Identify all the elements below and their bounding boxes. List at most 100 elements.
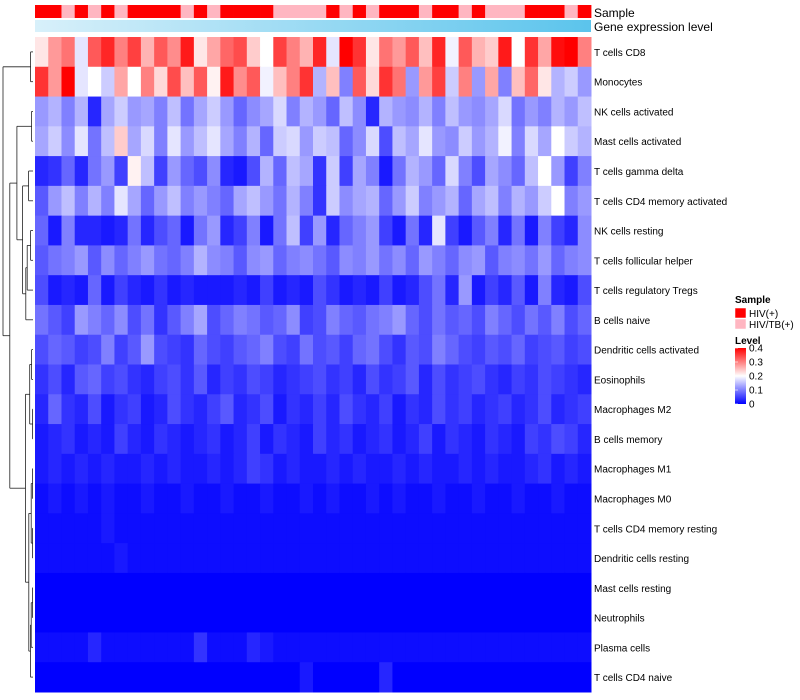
heatmap-cell: [193, 572, 208, 604]
heatmap-cell: [48, 424, 62, 455]
heatmap-cell: [35, 66, 49, 98]
heatmap-cell: [260, 215, 274, 246]
heatmap-cell: [167, 543, 182, 574]
heatmap-cell: [352, 394, 367, 425]
heatmap-cell: [154, 543, 168, 574]
heatmap-cell: [140, 572, 155, 604]
heatmap-cell: [246, 364, 261, 395]
heatmap-cell: [246, 453, 261, 485]
heatmap-cell: [551, 662, 566, 693]
heatmap-cell: [365, 66, 380, 98]
heatmap-cell: [101, 632, 115, 663]
heatmap-cell: [286, 572, 301, 604]
heatmap-cell: [233, 156, 248, 187]
heatmap-cell: [260, 156, 274, 187]
heatmap-cell: [418, 453, 433, 485]
heatmap-cell: [445, 572, 460, 604]
heatmap-cell: [564, 96, 579, 127]
heatmap-cell: [432, 394, 446, 425]
sample-cell: [233, 5, 248, 18]
heatmap-cell: [538, 334, 552, 365]
heatmap-cell: [246, 394, 261, 425]
heatmap-cell: [498, 543, 513, 574]
heatmap-cell: [286, 126, 301, 157]
heatmap-cell: [140, 126, 155, 157]
heatmap-cell: [87, 215, 102, 246]
heatmap-cell: [471, 483, 486, 514]
sample-cell: [458, 5, 473, 18]
heatmap-cell: [405, 543, 420, 574]
heatmap-cell: [564, 185, 579, 217]
heatmap-cell: [299, 245, 314, 276]
row-labels: T cells CD8 Monocytes NK cells activated Ma…: [594, 48, 727, 684]
heatmap-cell: [260, 275, 274, 306]
heatmap-cell: [233, 662, 248, 693]
heatmap-cell: [564, 66, 579, 98]
heatmap-cell: [207, 632, 221, 663]
heatmap-cell: [61, 245, 76, 276]
heatmap-cell: [313, 304, 327, 336]
heatmap-cell: [511, 364, 526, 395]
heatmap-cell: [114, 215, 129, 246]
heatmap-cell: [498, 304, 513, 336]
heatmap-cell: [445, 215, 460, 246]
heatmap-cell: [114, 37, 129, 68]
heatmap-cell: [352, 632, 367, 663]
heatmap-cell: [260, 66, 274, 98]
heatmap-cell: [260, 483, 274, 514]
level-tick-label: 0.4: [749, 344, 763, 355]
heatmap-cell: [418, 37, 433, 68]
heatmap-cell: [48, 185, 62, 217]
heatmap-cell: [35, 602, 49, 633]
heatmap-cell: [564, 364, 579, 395]
heatmap-cell: [61, 275, 76, 306]
heatmap-cell: [74, 304, 89, 336]
heatmap-cell: [260, 245, 274, 276]
heatmap-cell: [379, 602, 393, 633]
heatmap-cell: [379, 483, 393, 514]
heatmap-cell: [193, 126, 208, 157]
heatmap-cell: [564, 156, 579, 187]
heatmap-cell: [207, 185, 221, 217]
heatmap-cell: [246, 602, 261, 633]
heatmap-cell: [260, 126, 274, 157]
heatmap-cell: [405, 96, 420, 127]
heatmap-cell: [193, 453, 208, 485]
heatmap-cell: [233, 215, 248, 246]
heatmap-cell: [405, 126, 420, 157]
heatmap-cell: [220, 245, 235, 276]
heatmap-cell: [471, 275, 486, 306]
heatmap-cell: [273, 275, 288, 306]
heatmap-cell: [246, 304, 261, 336]
heatmap-cell: [167, 453, 182, 485]
heatmap-cell: [445, 334, 460, 365]
sample-cell: [286, 5, 301, 18]
sample-cell: [392, 5, 407, 18]
heatmap-cell: [418, 245, 433, 276]
heatmap-cell: [365, 424, 380, 455]
heatmap-cell: [458, 513, 473, 544]
heatmap-cell: [193, 275, 208, 306]
heatmap-cell: [392, 185, 407, 217]
heatmap-cell: [48, 662, 62, 693]
heatmap-cell: [418, 334, 433, 365]
heatmap-cell: [352, 483, 367, 514]
heatmap-cell: [432, 156, 446, 187]
heatmap-cell: [286, 185, 301, 217]
heatmap-cell: [87, 334, 102, 365]
heatmap-cell: [445, 513, 460, 544]
heatmap-cell: [471, 602, 486, 633]
heatmap-cell: [273, 602, 288, 633]
heatmap-cell: [485, 364, 499, 395]
heatmap-cell: [61, 334, 76, 365]
heatmap-cell: [207, 66, 221, 98]
heatmap-cell: [260, 364, 274, 395]
heatmap-cell: [432, 66, 446, 98]
sample-cell: [193, 5, 208, 18]
heatmap-cell: [101, 394, 115, 425]
heatmap-cell: [564, 543, 579, 574]
heatmap-cell: [379, 215, 393, 246]
heatmap-cell: [511, 275, 526, 306]
heatmap-cell: [35, 572, 49, 604]
heatmap-cell: [577, 364, 592, 395]
